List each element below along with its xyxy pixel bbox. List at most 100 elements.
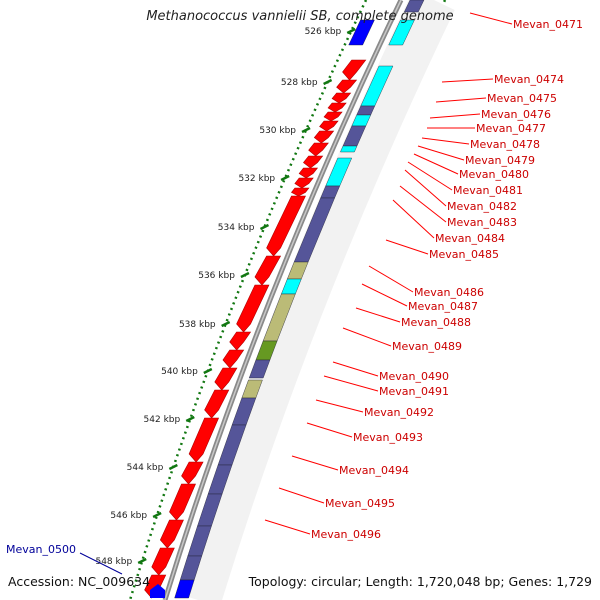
forward-gene-arrow — [323, 111, 343, 122]
reverse-gene-block — [174, 579, 195, 599]
forward-gene-arrow — [291, 187, 310, 197]
gene-label-leader — [278, 487, 325, 504]
gene-label-leader — [291, 455, 339, 471]
gene-label-leader — [264, 519, 311, 535]
gene-label: Mevan_0493 — [353, 431, 423, 444]
kbp-tick-label: 548 kbp — [95, 557, 132, 567]
kbp-tick — [221, 320, 231, 328]
gene-label: Mevan_0500 — [6, 543, 76, 556]
gene-label-leader — [368, 265, 414, 293]
forward-gene-arrow — [342, 59, 367, 81]
gene-label: Mevan_0496 — [311, 528, 381, 541]
reverse-gene-block — [388, 19, 415, 46]
gene-label: Mevan_0479 — [465, 154, 535, 167]
gene-label: Mevan_0474 — [494, 73, 564, 86]
forward-gene-arrow — [303, 155, 324, 169]
forward-gene-arrow — [336, 79, 358, 94]
kbp-tick — [203, 367, 213, 375]
gene-label-leader — [315, 399, 364, 413]
map-title: Methanococcus vannielii SB, complete gen… — [146, 9, 454, 24]
forward-gene-arrow — [266, 195, 306, 257]
gene-label: Mevan_0488 — [401, 316, 471, 329]
kbp-tick-label: 532 kbp — [238, 174, 275, 184]
forward-gene-arrow — [181, 461, 204, 485]
gene-label-leader — [385, 239, 429, 255]
kbp-tick-label: 544 kbp — [127, 463, 164, 473]
topology-text: Topology: circular; Length: 1,720,048 bp… — [248, 574, 592, 589]
kbp-tick-label: 526 kbp — [305, 27, 342, 37]
gene-labels: Mevan_0471 Mevan_0474 Mevan_0475 Mevan_0476… — [6, 12, 583, 575]
gene-label: Mevan_0476 — [481, 108, 551, 121]
forward-gene-arrow — [151, 547, 175, 576]
forward-gene-arrow — [254, 255, 282, 286]
gene-label: Mevan_0484 — [435, 232, 505, 245]
kbp-tick-label: 530 kbp — [259, 126, 296, 136]
kbp-tick — [240, 271, 250, 279]
gene-label: Mevan_0471 — [513, 18, 583, 31]
gene-label-leader — [429, 113, 481, 119]
kbp-tick-label: 534 kbp — [218, 223, 255, 233]
gene-label: Mevan_0482 — [447, 200, 517, 213]
gene-label-leader — [404, 169, 447, 207]
kbp-tick — [259, 223, 270, 231]
gene-label-leader — [399, 185, 447, 223]
gene-label-leader — [306, 422, 353, 438]
forward-gene-arrow — [214, 367, 238, 391]
kbp-tick-label: 540 kbp — [161, 367, 198, 377]
gene-features — [144, 0, 425, 599]
forward-gene-arrow — [298, 167, 319, 179]
gene-label: Mevan_0481 — [453, 184, 523, 197]
forward-gene-arrow — [327, 102, 347, 113]
forward-gene-arrow — [229, 331, 252, 351]
gene-label-leader — [435, 97, 487, 103]
gene-label-leader — [441, 78, 494, 83]
forward-gene-arrow — [313, 130, 335, 144]
gene-label: Mevan_0475 — [487, 92, 557, 105]
gene-mevan-0500-marker — [150, 584, 165, 598]
genome-backbone — [162, 0, 455, 600]
gene-label-leader — [361, 283, 408, 307]
gene-label: Mevan_0486 — [414, 286, 484, 299]
forward-gene-arrow — [308, 142, 329, 157]
gene-label: Mevan_0492 — [364, 406, 434, 419]
kbp-tick — [280, 174, 290, 182]
gene-label-leader — [392, 199, 435, 239]
gene-label: Mevan_0489 — [392, 340, 462, 353]
reverse-gene-block — [340, 145, 358, 153]
gene-label: Mevan_0487 — [408, 300, 478, 313]
gene-label-leader — [79, 552, 123, 575]
kbp-tick — [323, 78, 333, 86]
gene-label-leader — [342, 327, 392, 347]
forward-gene-arrow — [169, 483, 196, 521]
gene-label-leader — [355, 307, 401, 323]
kbp-ruler: 526 kbp 528 kbp 530 kbp 532 kbp 534 kbp 536 k… — [95, 0, 447, 600]
gene-label: Mevan_0485 — [429, 248, 499, 261]
gene-label-leader — [332, 361, 379, 377]
gene-label: Mevan_0477 — [476, 122, 546, 135]
gene-label-leader — [323, 375, 379, 392]
kbp-tick — [185, 415, 195, 423]
reverse-gene-block — [403, 0, 425, 13]
forward-gene-arrow — [222, 349, 245, 369]
reverse-gene-block — [248, 359, 271, 379]
kbp-tick — [346, 27, 356, 35]
gene-label: Mevan_0480 — [459, 168, 529, 181]
forward-gene-arrow — [204, 389, 230, 419]
gene-label: Mevan_0494 — [339, 464, 409, 477]
kbp-tick — [137, 557, 147, 565]
gene-label-leader — [469, 12, 513, 25]
forward-gene-arrow — [159, 519, 184, 549]
backbone-line-highlight — [164, 0, 402, 600]
forward-gene-arrow — [319, 120, 339, 132]
kbp-tick-label: 538 kbp — [179, 320, 216, 330]
kbp-tick-label: 536 kbp — [198, 271, 235, 281]
kbp-tick — [168, 463, 178, 471]
kbp-tick — [301, 126, 311, 134]
gene-label: Mevan_0478 — [470, 138, 540, 151]
kbp-tick — [152, 511, 162, 519]
gene-label: Mevan_0490 — [379, 370, 449, 383]
gene-label-leader — [407, 161, 453, 191]
kbp-tick-label: 542 kbp — [144, 415, 181, 425]
kbp-tick-label: 528 kbp — [281, 78, 318, 88]
